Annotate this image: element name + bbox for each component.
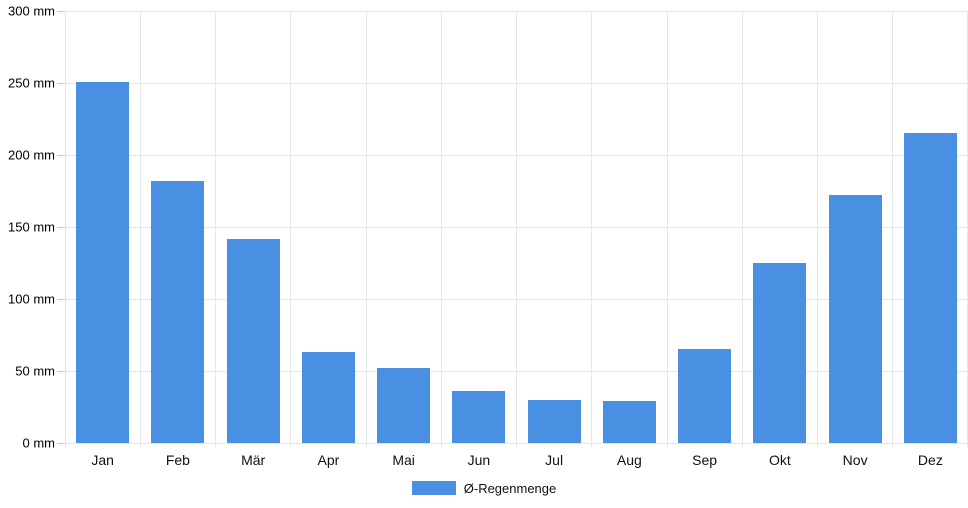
gridline-vertical [64,11,66,447]
gridline-vertical [741,11,743,447]
bar-okt [753,263,807,443]
bar-jul [527,399,581,443]
legend-swatch-icon [411,481,456,495]
x-axis-label: Jun [467,452,491,468]
x-axis-label: Mai [392,452,415,468]
y-axis-label: 50 mm [15,363,55,379]
bar-mär [226,238,280,443]
y-axis-tick [57,298,65,300]
bar-jun [452,391,506,443]
x-axis-label: Nov [842,452,868,468]
x-axis-label: Sep [692,452,718,468]
y-axis-tick [57,442,65,444]
x-axis-label: Feb [165,452,190,468]
x-axis-label: Jul [545,452,564,468]
gridline-vertical [966,11,968,447]
bar-mai [377,368,431,443]
chart-legend: Ø-Regenmenge [0,479,968,497]
gridline-vertical [817,11,818,447]
x-axis-label: Dez [917,452,943,468]
y-axis-tick [57,82,65,84]
x-axis-label: Okt [768,452,791,468]
bar-jan [76,81,130,443]
x-axis-label: Aug [616,452,642,468]
gridline-vertical [516,11,517,447]
bar-nov [828,195,882,443]
gridline-vertical [440,11,442,447]
legend-item-regenmenge[interactable]: Ø-Regenmenge [411,480,557,496]
bar-aug [602,401,656,443]
gridline-vertical [591,11,593,447]
gridline-vertical [892,11,894,447]
legend-series-label: Ø-Regenmenge [463,480,557,496]
y-axis-label: 150 mm [8,219,55,235]
x-axis-label: Jan [91,452,114,468]
x-axis-label: Mär [241,452,266,468]
bar-sep [678,349,732,443]
y-axis-label: 300 mm [8,3,55,19]
y-axis-label: 100 mm [8,291,55,307]
bar-dez [903,133,957,443]
bar-feb [151,180,205,443]
gridline-vertical [215,11,216,447]
gridline-vertical [365,11,367,447]
y-axis-tick [57,10,65,12]
y-axis-label: 250 mm [8,75,55,91]
y-axis-tick [57,370,65,372]
y-axis-tick [57,154,65,156]
bar-apr [301,352,355,443]
gridline-vertical [290,11,292,447]
y-axis-label: 0 mm [22,435,56,451]
gridline-vertical [666,11,668,447]
gridline-vertical [139,11,141,447]
y-axis-tick [57,226,65,228]
y-axis-label: 200 mm [8,147,55,163]
x-axis-label: Apr [317,452,340,468]
